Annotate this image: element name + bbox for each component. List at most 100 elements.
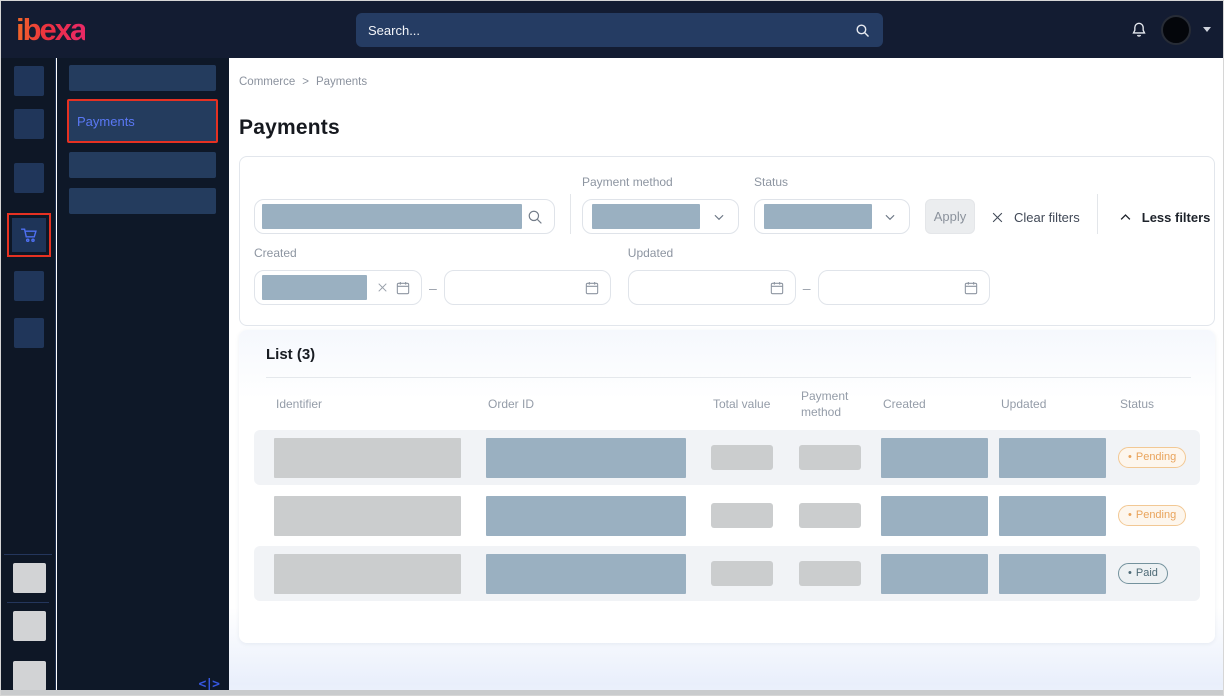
calendar-icon[interactable] bbox=[584, 280, 600, 296]
status-value-placeholder bbox=[764, 204, 872, 229]
rail-bottom-item-2[interactable] bbox=[13, 611, 46, 641]
module-item-3[interactable] bbox=[14, 163, 44, 193]
rail-divider bbox=[4, 554, 52, 555]
rail-bottom-item-3[interactable] bbox=[13, 661, 46, 691]
payment-method-value-placeholder bbox=[592, 204, 700, 229]
sidebar-item-3[interactable] bbox=[69, 152, 216, 178]
clear-filters-button[interactable]: Clear filters bbox=[990, 210, 1080, 225]
chevron-down-icon[interactable] bbox=[1203, 27, 1211, 32]
order-id-placeholder bbox=[486, 553, 686, 594]
table-header: Identifier Order ID Total value Payment … bbox=[254, 378, 1200, 430]
total-value-placeholder bbox=[711, 503, 773, 529]
list-title: List (3) bbox=[266, 346, 316, 363]
global-search-input[interactable] bbox=[356, 22, 854, 38]
sidebar-item-1[interactable] bbox=[69, 65, 216, 91]
payments-list-card: List (3) Identifier Order ID Total value… bbox=[239, 330, 1215, 643]
module-rail bbox=[1, 58, 56, 695]
horizontal-scrollbar[interactable] bbox=[1, 690, 1223, 695]
sidebar-collapse-icon[interactable]: <|> bbox=[198, 677, 221, 692]
created-label: Created bbox=[254, 246, 297, 260]
updated-placeholder bbox=[999, 437, 1106, 478]
module-item-1[interactable] bbox=[14, 66, 44, 96]
chevron-down-icon bbox=[883, 210, 897, 224]
date-range-separator: – bbox=[802, 279, 811, 296]
rail-divider bbox=[7, 602, 49, 603]
search-icon[interactable] bbox=[526, 208, 544, 226]
identifier-placeholder bbox=[274, 495, 461, 536]
payment-method-label: Payment method bbox=[582, 175, 673, 189]
payment-method-placeholder bbox=[799, 503, 861, 529]
sidebar-item-payments-active[interactable]: Payments bbox=[67, 99, 218, 143]
table-row[interactable]: Paid bbox=[254, 546, 1200, 602]
updated-placeholder bbox=[999, 495, 1106, 536]
updated-from-input[interactable] bbox=[627, 270, 796, 305]
total-value-placeholder bbox=[711, 561, 773, 587]
breadcrumb-payments[interactable]: Payments bbox=[315, 76, 368, 88]
col-status: Status bbox=[1120, 397, 1155, 412]
less-filters-button[interactable]: Less filters bbox=[1118, 210, 1211, 225]
total-value-placeholder bbox=[711, 445, 773, 471]
search-icon[interactable] bbox=[854, 22, 871, 39]
updated-to-input[interactable] bbox=[817, 270, 990, 305]
module-item-6[interactable] bbox=[14, 318, 44, 348]
payment-method-placeholder bbox=[799, 561, 861, 587]
identifier-placeholder bbox=[274, 437, 461, 478]
secondary-sidebar: Payments <|> bbox=[57, 58, 229, 695]
col-identifier: Identifier bbox=[276, 397, 323, 412]
module-item-5[interactable] bbox=[14, 271, 44, 301]
created-to-input[interactable] bbox=[443, 270, 611, 305]
chevron-up-icon bbox=[1118, 210, 1133, 225]
status-badge: Paid bbox=[1118, 563, 1168, 585]
sidebar-item-label: Payments bbox=[77, 113, 135, 129]
global-search[interactable] bbox=[356, 13, 883, 47]
rail-bottom-item-1[interactable] bbox=[13, 563, 46, 593]
calendar-icon[interactable] bbox=[963, 280, 979, 296]
col-order-id: Order ID bbox=[488, 397, 535, 412]
close-icon bbox=[990, 210, 1005, 225]
updated-label: Updated bbox=[627, 246, 674, 260]
identifier-placeholder bbox=[274, 553, 461, 594]
created-placeholder bbox=[881, 495, 988, 536]
payment-method-select[interactable] bbox=[582, 199, 739, 234]
created-from-value-placeholder bbox=[262, 275, 367, 300]
order-id-placeholder bbox=[486, 495, 686, 536]
payment-method-placeholder bbox=[799, 445, 861, 471]
status-select[interactable] bbox=[754, 199, 910, 234]
filters-panel: Payment method Status bbox=[239, 156, 1215, 326]
sidebar-item-4[interactable] bbox=[69, 188, 216, 214]
breadcrumb-separator: > bbox=[302, 76, 309, 88]
module-item-commerce-active[interactable] bbox=[7, 213, 51, 257]
created-placeholder bbox=[881, 553, 988, 594]
clear-date-icon[interactable] bbox=[376, 281, 389, 294]
created-placeholder bbox=[881, 437, 988, 478]
avatar[interactable] bbox=[1161, 14, 1191, 45]
created-from-input[interactable] bbox=[254, 270, 422, 305]
filter-search-value-placeholder bbox=[262, 204, 522, 229]
list-divider bbox=[266, 377, 1191, 378]
calendar-icon[interactable] bbox=[769, 280, 785, 296]
table-row[interactable]: Pending bbox=[254, 488, 1200, 543]
apply-button[interactable]: Apply bbox=[925, 199, 975, 234]
bell-icon[interactable] bbox=[1129, 20, 1149, 40]
filter-divider bbox=[570, 194, 571, 234]
page-title: Payments bbox=[239, 116, 340, 139]
status-badge: Pending bbox=[1118, 505, 1187, 527]
filter-search-input[interactable] bbox=[254, 199, 555, 234]
table-row[interactable]: Pending bbox=[254, 430, 1200, 486]
chevron-down-icon bbox=[712, 210, 726, 224]
status-badge: Pending bbox=[1118, 447, 1187, 469]
main-content: Commerce > Payments Payments Payment met bbox=[229, 58, 1223, 695]
order-id-placeholder bbox=[486, 437, 686, 478]
col-total-value: Total value bbox=[713, 397, 771, 412]
updated-placeholder bbox=[999, 553, 1106, 594]
breadcrumb-commerce[interactable]: Commerce bbox=[239, 76, 296, 88]
less-filters-label: Less filters bbox=[1141, 210, 1211, 225]
module-item-2[interactable] bbox=[14, 109, 44, 139]
filter-divider bbox=[1096, 194, 1098, 234]
ibexa-logo[interactable]: ibexa bbox=[16, 12, 87, 47]
status-label: Status bbox=[754, 175, 789, 189]
col-updated: Updated bbox=[1001, 397, 1047, 412]
col-payment-method: Payment method bbox=[801, 389, 849, 420]
calendar-icon[interactable] bbox=[395, 280, 411, 296]
